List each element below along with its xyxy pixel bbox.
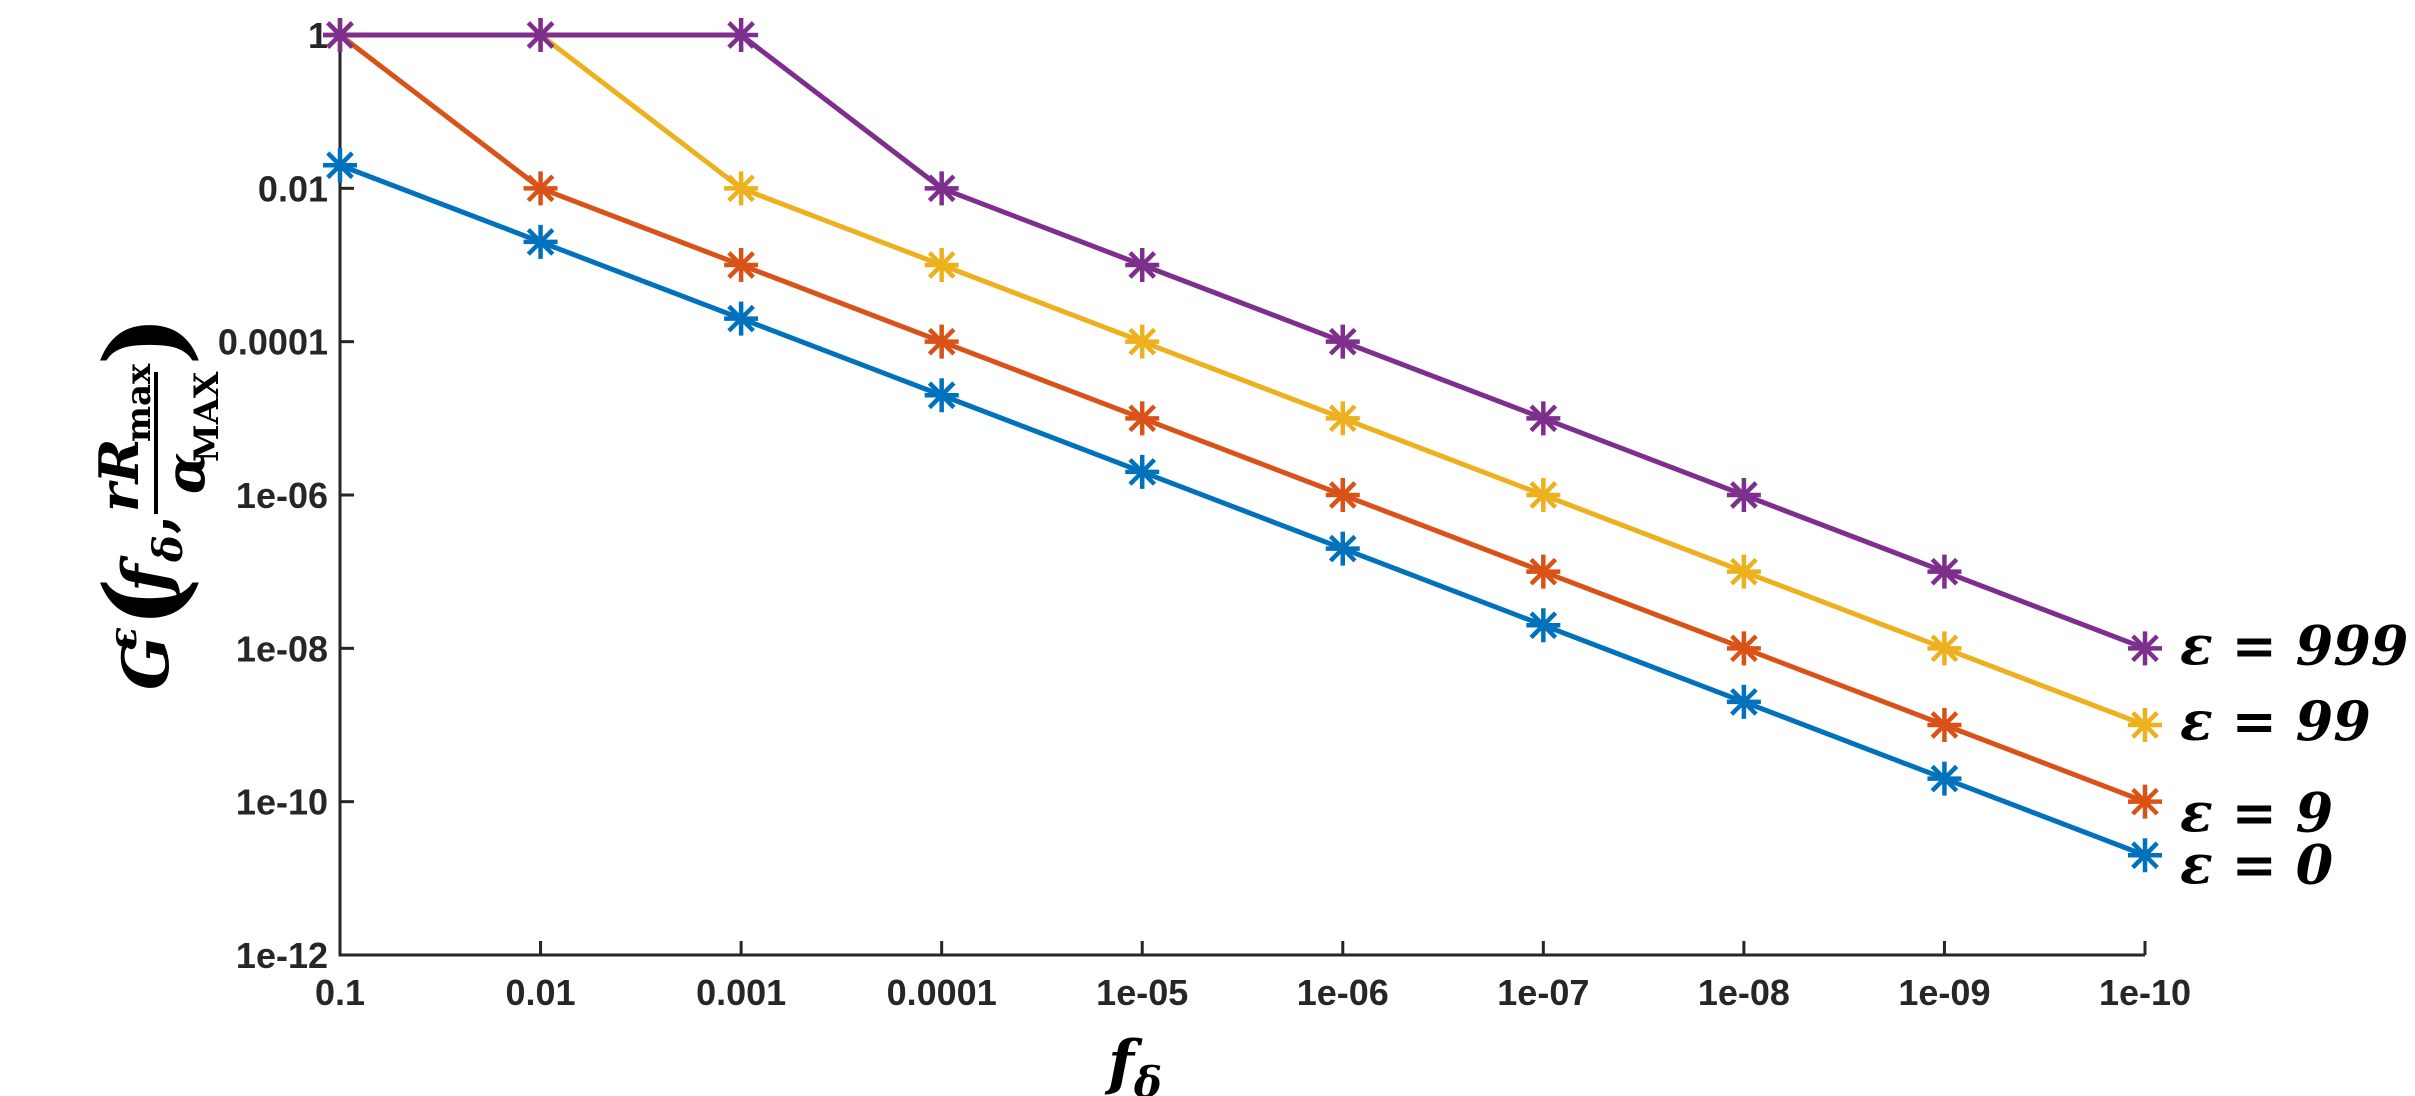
data-point-marker	[924, 324, 959, 359]
x-tick-label: 1e-06	[1297, 972, 1389, 1013]
series-0	[323, 148, 2162, 873]
y-label-epsilon: ε	[100, 627, 145, 650]
y-tick-label: 0.0001	[218, 322, 328, 363]
y-label-g: G	[109, 635, 184, 690]
data-point-marker	[523, 224, 558, 259]
x-tick-label: 0.01	[506, 972, 576, 1013]
data-point-marker	[724, 171, 759, 206]
data-point-marker	[1927, 554, 1962, 589]
x-tick-label: 1e-08	[1698, 972, 1790, 1013]
data-point-marker	[724, 18, 759, 52]
data-point-marker	[1927, 708, 1962, 742]
y-label-denominator: α	[153, 452, 217, 494]
data-point-marker	[2128, 838, 2162, 873]
data-point-marker	[924, 378, 959, 413]
series-label: ε = 0	[2180, 832, 2333, 896]
data-point-marker	[1325, 478, 1360, 512]
data-point-marker	[2128, 631, 2162, 666]
data-point-marker	[1526, 401, 1561, 436]
data-point-marker	[1325, 531, 1360, 566]
series-line	[338, 33, 2146, 805]
data-point-marker	[1125, 248, 1160, 282]
data-point-marker	[1726, 684, 1761, 719]
series-3	[323, 18, 2162, 666]
data-point-marker	[2128, 784, 2162, 819]
data-point-marker	[1927, 631, 1962, 666]
y-label-numerator-sub: max	[119, 363, 159, 442]
x-tick-label: 1e-09	[1898, 972, 1990, 1013]
data-point-marker	[924, 248, 959, 282]
data-point-marker	[2128, 708, 2162, 742]
series-label: ε = 99	[2180, 689, 2371, 753]
y-tick-label: 1e-06	[236, 475, 328, 516]
series-label: ε = 9	[2180, 781, 2333, 845]
series-line	[340, 32, 2146, 651]
series-labels: ε = 0ε = 9 ε = 99 ε = 999	[2180, 613, 2408, 896]
data-point-marker	[924, 171, 959, 206]
y-label-left-paren: (	[82, 577, 208, 628]
y-tick-label: 1e-08	[236, 628, 328, 669]
data-point-marker	[523, 18, 558, 52]
axes: 1e-12 1e-10 1e-08 1e-06 0.0001 0.01 1 0.1 0.01 0.…	[218, 15, 2191, 1013]
y-tick-label: 1	[308, 15, 328, 56]
data-point-marker	[1726, 631, 1761, 666]
x-tick-label: 0.1	[315, 972, 365, 1013]
y-label-numerator: rR	[87, 439, 151, 512]
x-tick-label: 0.0001	[887, 972, 997, 1013]
data-point-marker	[1125, 454, 1160, 489]
x-tick-label: 1e-10	[2099, 972, 2191, 1013]
series-2	[323, 18, 2162, 742]
x-axis-label: fδ	[1104, 1028, 1162, 1096]
y-label-comma: ,	[120, 515, 186, 535]
y-label-delta: δ	[145, 535, 192, 563]
y-axis-label: G ε ( f δ , rR max α MAX )	[82, 315, 227, 690]
y-label-right-paren: )	[82, 315, 208, 366]
x-tick-label: 1e-05	[1096, 972, 1188, 1013]
axis-lines	[338, 35, 2145, 957]
data-point-marker	[1726, 478, 1761, 512]
data-point-marker	[1927, 761, 1962, 796]
y-tick-label: 1e-10	[236, 782, 328, 823]
data-point-marker	[1526, 608, 1561, 643]
data-point-marker	[724, 248, 759, 282]
y-label-denominator-sub: MAX	[187, 371, 227, 462]
y-tick-label: 0.01	[258, 168, 328, 209]
data-point-marker	[1726, 554, 1761, 589]
data-point-marker	[1125, 401, 1160, 436]
y-tick-label: 1e-12	[236, 935, 328, 976]
series-layer	[323, 18, 2162, 873]
data-point-marker	[724, 301, 759, 336]
data-point-marker	[1526, 554, 1561, 589]
x-tick-label: 0.001	[696, 972, 786, 1013]
x-tick-label: 1e-07	[1497, 972, 1589, 1013]
data-point-marker	[1526, 478, 1561, 512]
data-point-marker	[1125, 324, 1160, 359]
series-1	[323, 18, 2162, 819]
series-label: ε = 999	[2180, 613, 2408, 677]
data-point-marker	[323, 18, 357, 52]
series-line	[339, 162, 2146, 858]
data-point-marker	[523, 171, 558, 206]
data-point-marker	[1325, 324, 1360, 359]
data-point-marker	[323, 148, 357, 183]
data-point-marker	[1325, 401, 1360, 436]
series-line	[340, 32, 2146, 728]
